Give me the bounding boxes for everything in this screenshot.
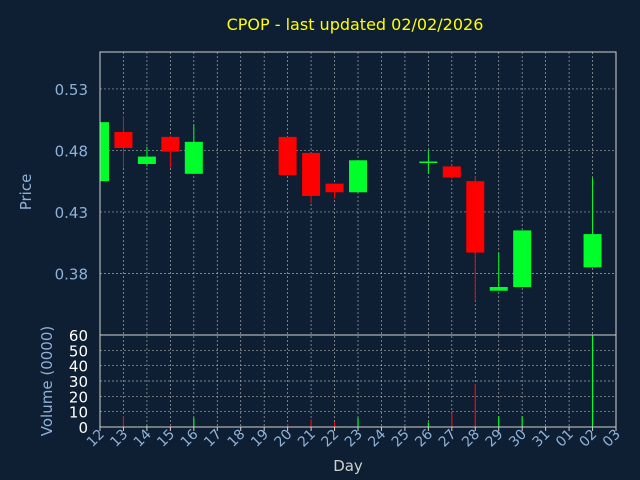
candle xyxy=(302,152,321,204)
price-tick-label: 0.48 xyxy=(55,142,88,160)
x-tick-label: 31 xyxy=(530,427,554,451)
price-tick-label: 0.38 xyxy=(55,265,88,283)
candle-body xyxy=(325,183,344,193)
x-tick-label: 20 xyxy=(272,427,296,451)
candle xyxy=(278,136,297,176)
x-tick-label: 24 xyxy=(365,426,389,450)
x-tick-label: 30 xyxy=(506,427,530,451)
candle xyxy=(489,252,508,291)
candle xyxy=(137,146,156,167)
x-tick-label: 28 xyxy=(459,427,483,451)
candle-body xyxy=(583,234,602,268)
candle-body xyxy=(161,136,180,152)
volume-tick-label: 0 xyxy=(78,419,88,437)
candle-body xyxy=(349,160,367,193)
candle-body xyxy=(114,131,133,148)
chart-title: CPOP - last updated 02/02/2026 xyxy=(227,15,484,34)
x-tick-label: 23 xyxy=(342,427,366,451)
volume-tick-label: 20 xyxy=(69,388,88,406)
candle-body xyxy=(184,141,203,174)
candle xyxy=(161,135,180,168)
x-tick-label: 25 xyxy=(389,427,413,451)
volume-tick-label: 50 xyxy=(69,342,88,360)
volume-tick-label: 60 xyxy=(69,327,88,345)
candle xyxy=(184,124,203,174)
x-tick-label: 26 xyxy=(412,426,436,450)
x-tick-label: 03 xyxy=(600,427,624,451)
candle-body xyxy=(442,166,461,178)
candle xyxy=(325,183,344,199)
volume-axis-label: Volume (0000) xyxy=(38,326,56,436)
x-tick-label: 01 xyxy=(553,427,577,451)
volume-tick-label: 30 xyxy=(69,373,88,391)
candle xyxy=(466,176,485,301)
x-tick-label: 16 xyxy=(178,426,202,450)
candle-body xyxy=(489,287,508,291)
candle-body xyxy=(466,181,485,253)
price-tick-label: 0.43 xyxy=(55,204,88,222)
x-axis-label: Day xyxy=(333,457,363,475)
candle xyxy=(513,230,532,288)
candle xyxy=(99,119,109,183)
x-tick-label: 27 xyxy=(436,427,460,451)
x-tick-label: 22 xyxy=(318,427,342,451)
x-tick-label: 21 xyxy=(295,427,319,451)
candle-body xyxy=(302,152,321,196)
x-tick-label: 18 xyxy=(225,427,249,451)
candle xyxy=(442,165,461,179)
candle-body xyxy=(137,156,156,164)
x-tick-label: 14 xyxy=(131,426,155,450)
volume-tick-label: 40 xyxy=(69,358,88,376)
candle-body xyxy=(419,161,438,164)
volume-tick-label: 10 xyxy=(69,404,88,422)
candle xyxy=(583,177,602,268)
x-tick-label: 02 xyxy=(576,427,600,451)
candle-body xyxy=(513,230,532,288)
x-tick-label: 19 xyxy=(248,427,272,451)
candle xyxy=(419,150,438,174)
price-tick-label: 0.53 xyxy=(55,81,88,99)
x-tick-label: 15 xyxy=(154,427,178,451)
candle xyxy=(349,160,367,193)
x-tick-label: 13 xyxy=(107,427,131,451)
candle-body xyxy=(278,136,297,176)
candle-body xyxy=(100,122,109,182)
candle xyxy=(114,115,133,168)
x-tick-label: 29 xyxy=(483,427,507,451)
x-tick-label: 17 xyxy=(201,427,225,451)
y-axis-label: Price xyxy=(17,174,35,211)
